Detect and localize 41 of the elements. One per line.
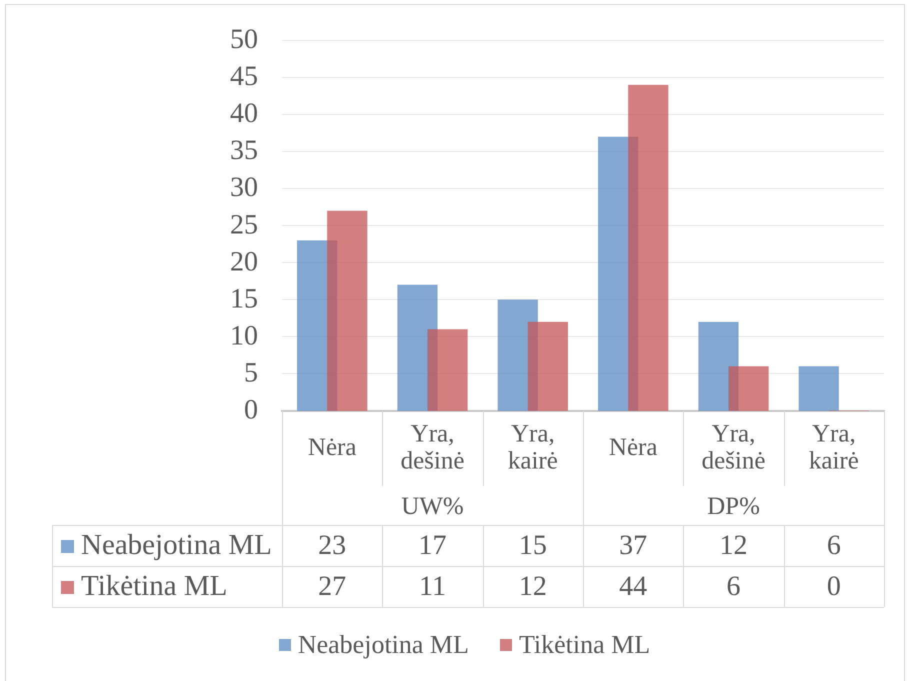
y-tick-label: 25: [230, 209, 258, 240]
x-tick-label: Nėra: [308, 434, 356, 462]
text: UW%: [401, 493, 464, 520]
y-tick-label: 20: [230, 246, 258, 278]
bar: [427, 329, 468, 411]
data-label: 6: [826, 530, 841, 561]
y-tick-label: 35: [230, 135, 258, 166]
text: Tikėtina ML: [518, 630, 650, 659]
legend-label: Tikėtina ML: [81, 570, 228, 602]
data-label: 27: [318, 570, 346, 602]
data-label: 15: [518, 530, 547, 561]
x-tick-label: Yra, kairė: [808, 420, 859, 475]
y-tick-label: 45: [230, 61, 258, 92]
x-tick-label: Yra, dešinė: [702, 420, 766, 475]
data-label: 23: [318, 530, 346, 561]
x-tick-label: Nėra: [608, 434, 658, 462]
bar: [628, 84, 668, 411]
y-tick-label: 10: [230, 320, 258, 352]
data-label: 6: [726, 570, 740, 602]
y-tick-label: 0: [244, 394, 258, 426]
data-label: 12: [720, 530, 748, 561]
y-tick-label: 5: [244, 357, 258, 388]
data-label: 0: [826, 570, 841, 602]
legend-label: Neabejotina ML: [81, 529, 272, 562]
bar: [798, 366, 839, 411]
bar: [728, 366, 769, 411]
y-tick-label: 40: [230, 98, 258, 130]
data-label: 37: [619, 530, 648, 561]
text: DP%: [707, 493, 760, 520]
text: Neabejotina ML: [298, 630, 469, 659]
y-tick-label: 15: [230, 283, 258, 314]
data-label: 44: [619, 570, 648, 602]
data-label: 17: [418, 530, 446, 561]
bar: [327, 210, 368, 411]
y-tick-label: 50: [230, 24, 258, 56]
bar: [528, 322, 568, 411]
data-label: 11: [419, 570, 446, 602]
x-tick-label: Yra, dešinė: [400, 420, 464, 475]
y-tick-label: 30: [230, 172, 258, 204]
data-label: 12: [518, 570, 547, 602]
x-tick-label: Yra, kairė: [508, 420, 558, 475]
